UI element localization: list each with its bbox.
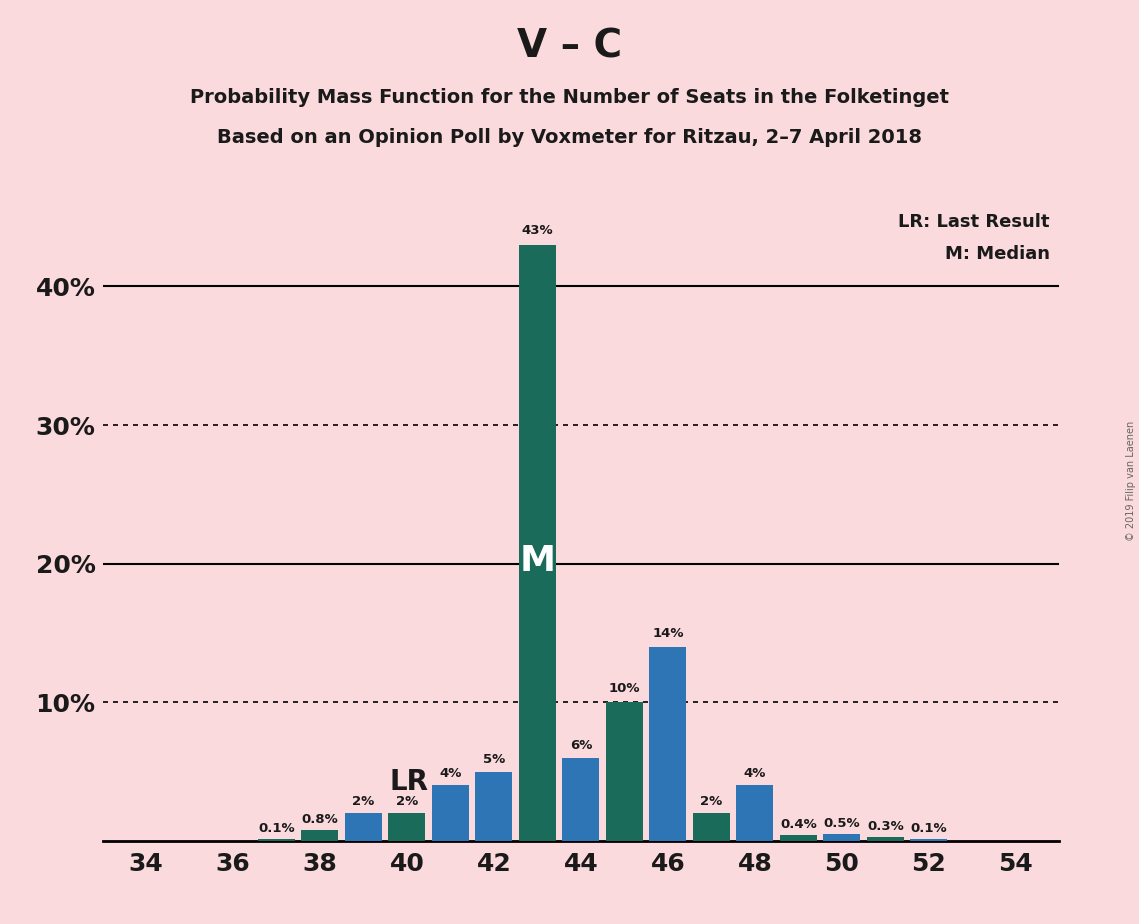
Bar [910,839,948,841]
Text: 0.3%: 0.3% [867,820,903,833]
Text: 0.4%: 0.4% [780,818,817,832]
Text: V – C: V – C [517,28,622,66]
Text: 0.5%: 0.5% [823,817,860,830]
Text: Probability Mass Function for the Number of Seats in the Folketinget: Probability Mass Function for the Number… [190,88,949,107]
Text: 6%: 6% [570,739,592,752]
Text: 2%: 2% [396,795,418,808]
Text: Based on an Opinion Poll by Voxmeter for Ritzau, 2–7 April 2018: Based on an Opinion Poll by Voxmeter for… [218,128,921,147]
Text: LR: LR [390,769,428,796]
Text: 10%: 10% [608,682,640,695]
Text: M: Median: M: Median [944,245,1050,262]
Text: 4%: 4% [440,767,461,780]
Bar [345,813,382,841]
Bar [259,839,295,841]
Bar [563,758,599,841]
Text: 2%: 2% [352,795,375,808]
Text: 5%: 5% [483,753,505,766]
Bar [519,245,556,841]
Bar [475,772,513,841]
Text: 2%: 2% [700,795,722,808]
Text: © 2019 Filip van Laenen: © 2019 Filip van Laenen [1126,420,1136,541]
Bar [302,830,338,841]
Bar [823,833,860,841]
Text: 43%: 43% [522,224,554,237]
Bar [737,785,773,841]
Bar [432,785,469,841]
Text: 0.1%: 0.1% [259,822,295,835]
Bar [867,837,904,841]
Bar [693,813,730,841]
Text: M: M [519,543,556,578]
Bar [649,647,687,841]
Bar [780,835,817,841]
Bar [606,702,642,841]
Text: 0.1%: 0.1% [910,822,948,835]
Text: 4%: 4% [744,767,767,780]
Text: 0.8%: 0.8% [302,812,338,826]
Bar [388,813,426,841]
Text: 14%: 14% [653,626,683,639]
Text: LR: Last Result: LR: Last Result [899,213,1050,231]
